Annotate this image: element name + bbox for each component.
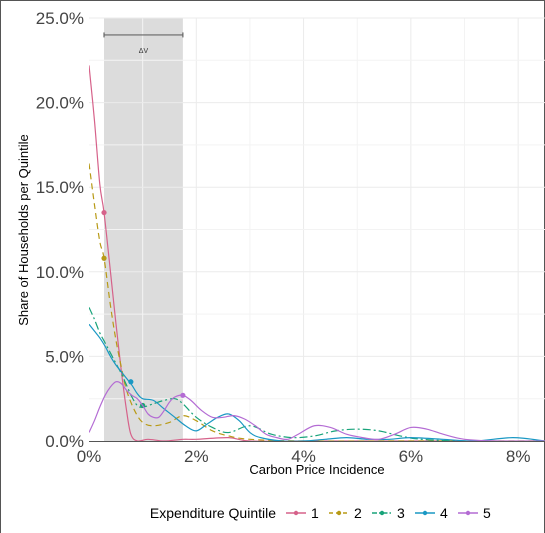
y-axis-title: Share of Households per Quintile [16,134,31,326]
x-tick-label: 0% [77,447,102,466]
gridlines [89,17,545,441]
x-tick-label: 2% [184,447,209,466]
delta-v-annotation: ΔV [103,32,184,55]
plot-area: ΔV [89,17,545,442]
x-tick-label: 8% [506,447,531,466]
legend-label-2: 2 [354,505,362,521]
legend-title: Expenditure Quintile [150,505,276,521]
legend: Expenditure Quintile 1 2 3 4 5 [150,505,491,521]
series-line-4 [89,323,545,442]
legend-marker-3 [379,510,385,516]
legend-items: 1 2 3 4 5 [286,505,491,521]
series-marker-2 [101,255,107,261]
annotation-label: ΔV [139,48,149,55]
y-tick-label: 25.0% [36,9,84,28]
y-tick-label: 10.0% [36,263,84,282]
legend-label-4: 4 [440,505,448,521]
legend-label-3: 3 [397,505,405,521]
series-line-2 [89,163,545,442]
x-axis-title: Carbon Price Incidence [249,462,384,477]
x-tick-label: 6% [399,447,424,466]
y-tick-label: 0.0% [45,432,84,451]
y-tick-label: 20.0% [36,94,84,113]
series-marker-4 [128,379,134,385]
series-line-5 [89,381,545,442]
legend-label-1: 1 [311,505,319,521]
legend-marker-2 [336,510,342,516]
y-tick-label: 15.0% [36,178,84,197]
legend-marker-4 [422,510,428,516]
x-tick-labels: 0% 2% 4% 6% 8% [77,447,531,466]
legend-marker-5 [465,510,471,516]
legend-label-5: 5 [483,505,491,521]
series-marker-5 [180,392,186,398]
series-line-3 [89,307,545,442]
y-tick-label: 5.0% [45,347,84,366]
x-tick-label: 4% [291,447,316,466]
y-tick-labels: 0.0% 5.0% 10.0% 15.0% 20.0% 25.0% [36,9,84,451]
series-marker-1 [101,209,107,216]
legend-marker-1 [293,510,299,516]
